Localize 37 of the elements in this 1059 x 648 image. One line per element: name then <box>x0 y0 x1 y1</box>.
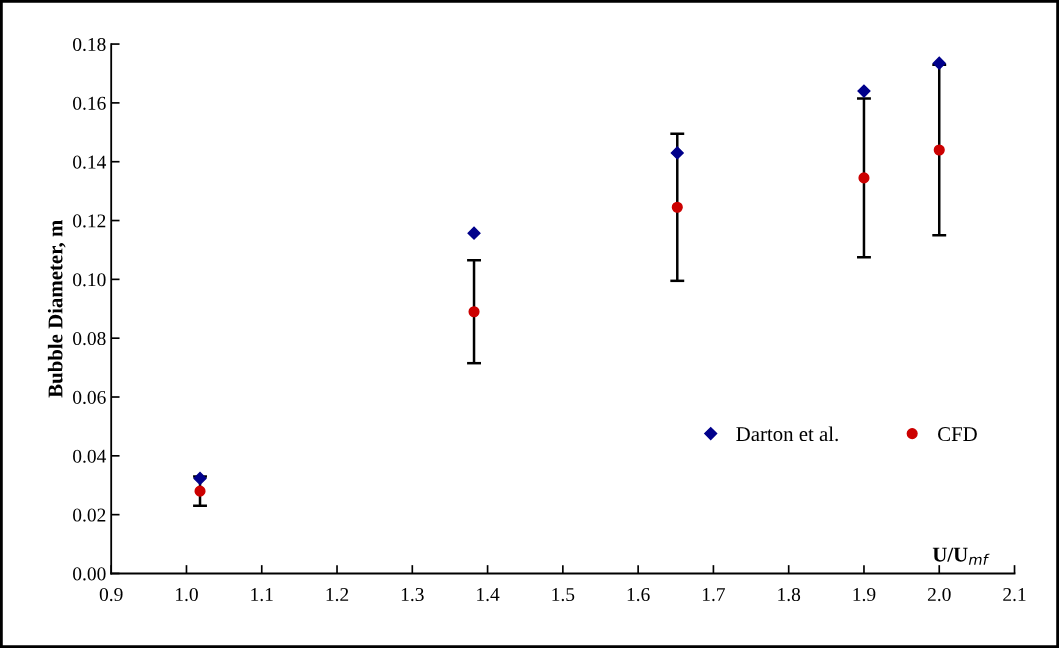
y-tick-label: 0.08 <box>73 332 106 346</box>
x-tick-label: 0.9 <box>99 587 123 602</box>
point <box>670 146 684 160</box>
legend-label: CFD <box>938 427 977 442</box>
y-tick-label: 0.18 <box>73 37 106 52</box>
x-tick-label: 1.8 <box>778 587 801 602</box>
point <box>857 84 871 98</box>
point <box>671 201 683 213</box>
y-tick-label: 0.00 <box>73 567 106 581</box>
y-tick-label: 0.14 <box>73 155 107 169</box>
x-tick-label: 1.5 <box>552 588 575 602</box>
x-axis-title: U/U$_{mf}$ <box>932 547 990 565</box>
point <box>193 471 207 486</box>
x-tick-label: 1.6 <box>627 587 650 602</box>
y-axis-title: Bubble Diameter, m <box>47 220 66 398</box>
y-tick-label: 0.16 <box>73 96 106 110</box>
y-tick-label: 0.02 <box>73 508 106 522</box>
x-tick-label: 1.7 <box>702 588 726 602</box>
y-tick-label: 0.10 <box>73 273 106 287</box>
point <box>933 144 945 156</box>
x-tick-label: 1.3 <box>401 587 424 602</box>
x-tick-label: 2.1 <box>1003 587 1026 602</box>
x-tick-label: 1.2 <box>326 587 349 602</box>
point <box>932 56 946 70</box>
x-tick-label: 1.1 <box>251 588 273 602</box>
y-tick-label: 0.06 <box>73 390 106 405</box>
x-tick-label: 1.9 <box>853 587 876 602</box>
point <box>468 306 480 318</box>
point <box>467 226 481 240</box>
y-tick-label: 0.04 <box>73 449 107 463</box>
x-tick-label: 1.4 <box>477 588 500 602</box>
legend-label: Darton et al. <box>736 426 838 442</box>
y-tick-label: 0.12 <box>73 214 106 228</box>
x-tick-label: 1.0 <box>176 587 198 602</box>
point <box>194 485 206 497</box>
point <box>858 172 870 184</box>
x-tick-label: 2.0 <box>927 587 951 602</box>
